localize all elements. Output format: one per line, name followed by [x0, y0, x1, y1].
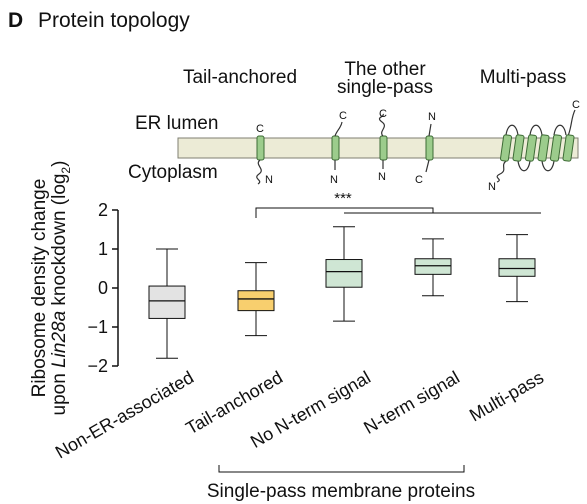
- er-membrane: [177, 137, 579, 159]
- significance-label: ***: [334, 190, 352, 207]
- iqr-box: [237, 290, 275, 312]
- box-5: [498, 234, 536, 303]
- tail-anchored-protein: C N: [256, 123, 273, 186]
- y-tick-label: 2: [98, 200, 108, 220]
- tm-helix: [512, 134, 525, 162]
- group-label: Single-pass membrane proteins: [207, 481, 475, 502]
- tm-helix: [256, 135, 265, 161]
- iqr-box: [414, 258, 452, 275]
- iqr-box: [325, 259, 363, 288]
- tm-helix: [425, 135, 434, 161]
- n-terminus-label: N: [265, 174, 273, 186]
- y-tick-label: −1: [87, 317, 108, 337]
- multi-pass-loops: [505, 109, 576, 172]
- n-terminus-tail: [428, 123, 432, 137]
- header-other-line1: The other: [344, 59, 426, 80]
- tm-helix: [549, 134, 563, 162]
- y-axis: 2 1 0 −1 −2: [87, 200, 119, 376]
- c-terminus-label: C: [572, 99, 580, 111]
- iqr-box: [498, 258, 536, 277]
- n-terminus-label: N: [488, 181, 496, 193]
- n-terminus-label: N: [330, 174, 338, 186]
- single-pass-protein-3: N C: [415, 111, 436, 186]
- tm-helix: [379, 135, 388, 161]
- c-terminus-tail: [425, 159, 430, 173]
- label-er-lumen: ER lumen: [135, 113, 218, 134]
- tm-helix: [537, 134, 550, 162]
- group-bracket: [218, 465, 465, 473]
- header-tail-anchored: Tail-anchored: [183, 67, 297, 88]
- n-terminus-label: N: [378, 171, 386, 183]
- c-terminus-tail: [334, 121, 343, 137]
- n-terminus-tail: [496, 160, 507, 183]
- header-multi-pass: Multi-pass: [480, 67, 567, 88]
- bracket-left: [255, 207, 434, 218]
- n-terminus-tail: [256, 159, 262, 185]
- box-4: [414, 238, 452, 297]
- c-terminus-tail: [378, 113, 385, 137]
- y-tick-label: 1: [98, 239, 108, 259]
- panel-letter: D: [8, 9, 23, 32]
- significance-bracket: ***: [255, 190, 541, 218]
- box-3: [325, 226, 363, 322]
- y-axis-title-line2: upon Lin28a knockdown (log2): [49, 161, 73, 416]
- tm-helix: [499, 134, 513, 162]
- box-plot: 2 1 0 −1 −2 Non-ER-associatedTail-anchoredNo…: [52, 190, 547, 463]
- multi-pass-protein: N C: [488, 99, 580, 193]
- header-other-line2: single-pass: [337, 77, 433, 98]
- single-pass-protein-1: C N: [330, 110, 347, 186]
- tm-helix: [562, 134, 575, 162]
- c-terminus-label: C: [415, 174, 423, 186]
- tm-helix: [524, 134, 538, 162]
- c-terminus-label: C: [256, 123, 264, 135]
- n-terminus-label: N: [428, 111, 436, 123]
- x-tick-label: Non-ER-associated: [52, 367, 197, 462]
- tm-helix: [331, 135, 340, 161]
- c-terminus-label: C: [379, 108, 387, 120]
- label-cytoplasm: Cytoplasm: [128, 162, 218, 183]
- y-axis-title: Ribosome density change upon Lin28a knoc…: [29, 161, 73, 416]
- box-2: [237, 262, 275, 337]
- y-tick-label: −2: [87, 356, 108, 376]
- box-1: [148, 248, 186, 359]
- panel-title: Protein topology: [38, 9, 190, 32]
- boxes: [148, 226, 536, 359]
- y-tick-label: 0: [98, 278, 108, 298]
- iqr-box: [148, 285, 186, 319]
- c-terminus-label: C: [339, 110, 347, 122]
- x-tick-label: Multi-pass: [466, 367, 547, 425]
- single-pass-protein-2: C N: [378, 108, 388, 183]
- x-tick-label: N-term signal: [360, 367, 463, 438]
- y-axis-title-line1: Ribosome density change: [29, 179, 50, 398]
